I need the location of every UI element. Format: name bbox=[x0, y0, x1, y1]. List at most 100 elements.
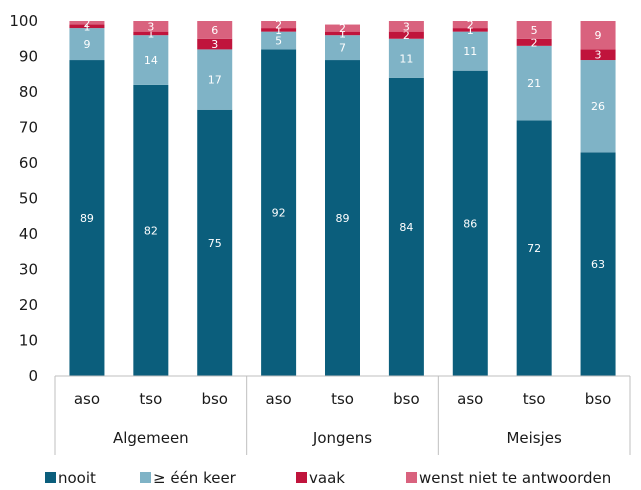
category-label: tso bbox=[331, 390, 354, 408]
data-label: 89 bbox=[80, 212, 94, 225]
data-label: 6 bbox=[211, 24, 218, 37]
data-label: 11 bbox=[463, 45, 477, 58]
category-label: tso bbox=[139, 390, 162, 408]
data-label: 9 bbox=[595, 29, 602, 42]
data-label: 2 bbox=[467, 19, 474, 32]
bar-segment-1 bbox=[325, 35, 360, 61]
data-label: 2 bbox=[83, 17, 90, 30]
data-label: 5 bbox=[531, 24, 538, 37]
category-label: tso bbox=[523, 390, 546, 408]
data-label: 1 bbox=[83, 20, 90, 33]
legend: nooit ≥ één keer vaak wenst niet te antwoor… bbox=[45, 469, 611, 487]
category-label: aso bbox=[74, 390, 100, 408]
y-tick-label: 90 bbox=[19, 48, 38, 66]
legend-label: nooit bbox=[58, 469, 96, 487]
bar-segment-3 bbox=[133, 21, 169, 32]
category-label: aso bbox=[266, 390, 292, 408]
data-label: 1 bbox=[147, 27, 154, 40]
data-label: 3 bbox=[595, 49, 602, 62]
bar-segment-0 bbox=[133, 84, 169, 377]
bar-segment-1 bbox=[197, 49, 233, 110]
bar-segment-1 bbox=[452, 31, 488, 71]
data-label: 75 bbox=[208, 237, 222, 250]
group-label: Jongens bbox=[312, 429, 372, 447]
data-label: 92 bbox=[272, 207, 286, 220]
legend-swatch bbox=[406, 472, 417, 483]
bar-segment-2 bbox=[452, 28, 488, 32]
bar-segment-3 bbox=[452, 21, 488, 29]
data-label: 3 bbox=[211, 38, 218, 51]
bar-segment-1 bbox=[69, 28, 105, 61]
data-label: 86 bbox=[463, 217, 477, 230]
bar-segment-2 bbox=[69, 24, 105, 29]
bar-segment-2 bbox=[325, 31, 360, 36]
bar-segment-1 bbox=[580, 60, 616, 153]
y-tick-label: 0 bbox=[28, 367, 38, 385]
bar-segment-3 bbox=[388, 21, 424, 32]
bar-segment-0 bbox=[261, 49, 297, 377]
data-label: 82 bbox=[144, 224, 158, 237]
x-axis: aso tso bso Algemeen aso tso bso Jongens aso tso b… bbox=[54, 375, 631, 455]
bar-segment-1 bbox=[516, 45, 552, 121]
data-label: 2 bbox=[531, 36, 538, 49]
bar-segment-2 bbox=[388, 31, 424, 39]
category-label: bso bbox=[585, 390, 612, 408]
y-tick-label: 70 bbox=[19, 119, 38, 137]
bar-segment-1 bbox=[388, 38, 424, 78]
y-tick-label: 40 bbox=[19, 225, 38, 243]
bar-segment-0 bbox=[580, 152, 616, 376]
category-label: bso bbox=[201, 390, 228, 408]
category-label: aso bbox=[457, 390, 483, 408]
bar-segment-0 bbox=[516, 120, 552, 377]
bar-segment-3 bbox=[261, 21, 297, 29]
y-axis: 0 10 20 30 40 50 60 70 80 90 100 bbox=[9, 12, 38, 385]
bar-segment-3 bbox=[516, 21, 552, 39]
bar-segment-0 bbox=[388, 77, 424, 377]
y-tick-label: 10 bbox=[19, 332, 38, 350]
bar-segment-2 bbox=[580, 49, 616, 61]
y-tick-label: 20 bbox=[19, 296, 38, 314]
bar-segment-0 bbox=[69, 60, 105, 377]
data-label: 7 bbox=[339, 42, 346, 55]
legend-swatch bbox=[45, 472, 56, 483]
legend-swatch bbox=[296, 472, 307, 483]
y-tick-label: 30 bbox=[19, 261, 38, 279]
y-tick-label: 80 bbox=[19, 83, 38, 101]
data-label: 21 bbox=[527, 77, 541, 90]
bar-segment-2 bbox=[197, 38, 233, 50]
data-label: 1 bbox=[275, 24, 282, 37]
data-label: 17 bbox=[208, 74, 222, 87]
bar-segment-2 bbox=[133, 31, 169, 36]
data-label: 89 bbox=[336, 212, 350, 225]
data-label: 2 bbox=[275, 19, 282, 32]
bar-segment-2 bbox=[516, 38, 552, 46]
y-tick-label: 100 bbox=[9, 12, 38, 30]
bar-segment-1 bbox=[133, 35, 169, 85]
data-label: 5 bbox=[275, 35, 282, 48]
legend-swatch bbox=[140, 472, 151, 483]
data-label: 3 bbox=[147, 20, 154, 33]
bar-segment-0 bbox=[452, 70, 488, 376]
legend-label: vaak bbox=[309, 469, 345, 487]
data-label: 11 bbox=[399, 52, 413, 65]
bar-segment-3 bbox=[69, 21, 105, 25]
bars: 8991282141375173692512897128411238611127… bbox=[69, 17, 616, 377]
y-tick-label: 60 bbox=[19, 154, 38, 172]
legend-label: wenst niet te antwoorden bbox=[419, 469, 611, 487]
data-label: 1 bbox=[339, 27, 346, 40]
bar-segment-3 bbox=[325, 24, 360, 32]
bar-segment-1 bbox=[261, 31, 297, 50]
data-label: 2 bbox=[339, 22, 346, 35]
data-label: 26 bbox=[591, 100, 605, 113]
bar-segment-3 bbox=[580, 21, 616, 50]
bar-segment-0 bbox=[325, 60, 360, 377]
data-label: 3 bbox=[403, 20, 410, 33]
group-label: Algemeen bbox=[113, 429, 189, 447]
data-label: 63 bbox=[591, 258, 605, 271]
bar-segment-0 bbox=[197, 109, 233, 376]
category-label: bso bbox=[393, 390, 420, 408]
y-tick-label: 50 bbox=[19, 190, 38, 208]
data-label: 14 bbox=[144, 54, 158, 67]
data-label: 72 bbox=[527, 242, 541, 255]
